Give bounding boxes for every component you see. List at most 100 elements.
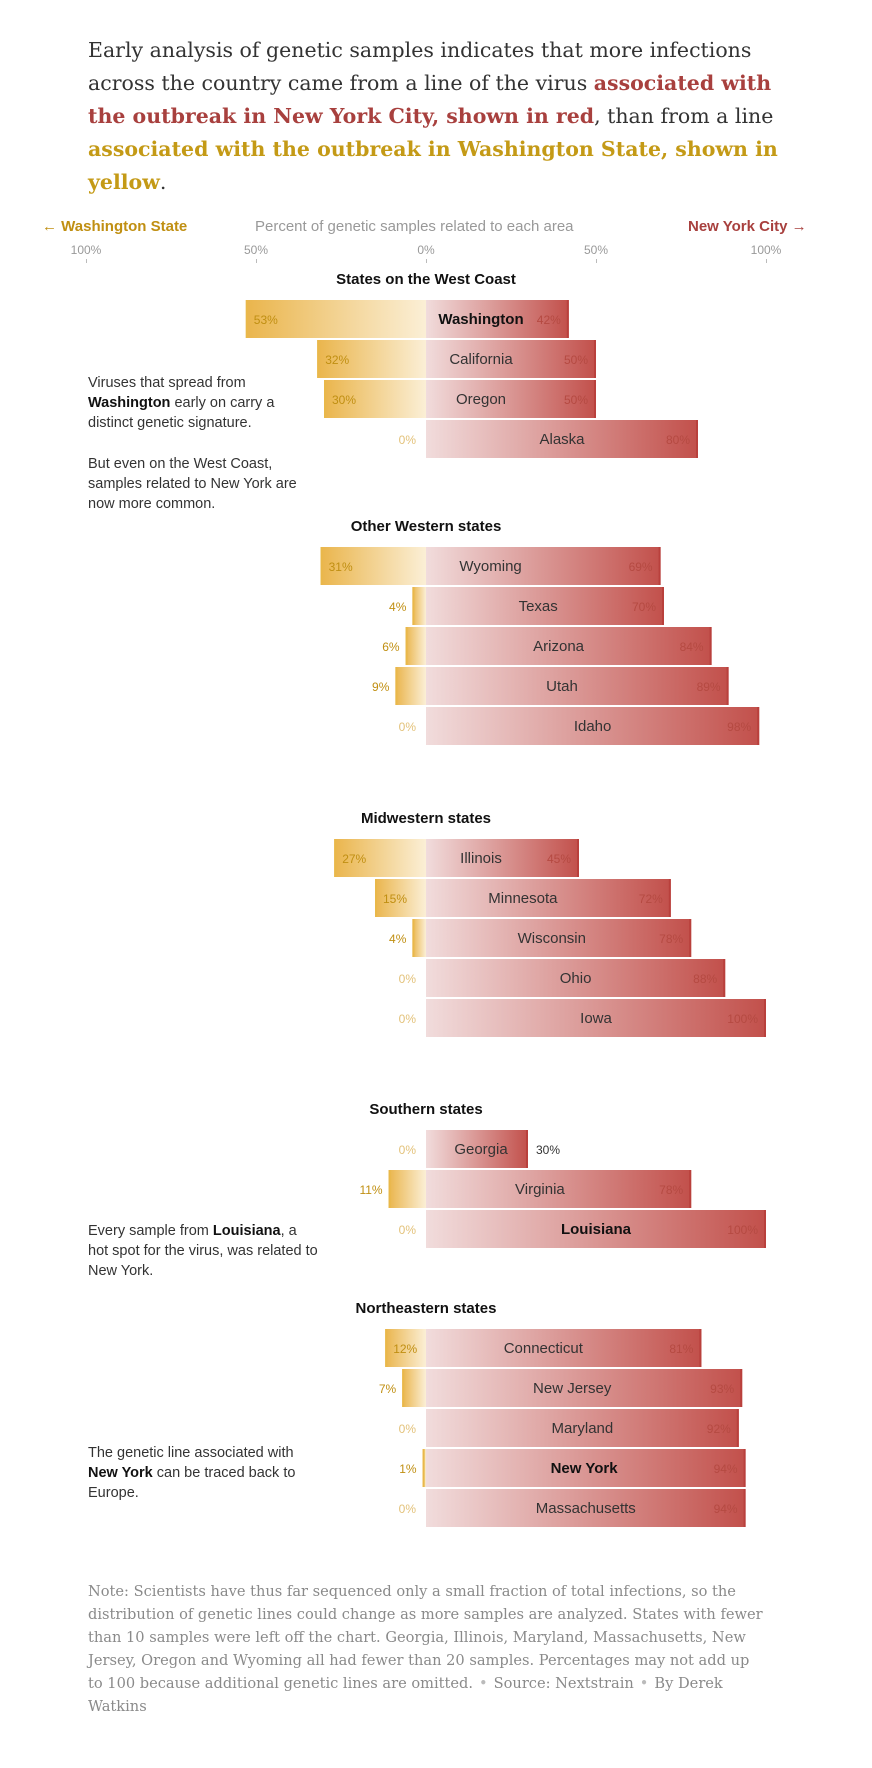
annotation-west-coast: But even on the West Coast, samples rela… [88,454,318,514]
new-york-value-label: 70% [632,600,656,614]
new-york-bar [426,300,569,338]
new-york-bar [426,879,671,917]
state-label: Iowa [580,1010,612,1027]
intro-ny-highlight: associated with the outbreak in New York… [88,71,772,128]
washington-bar-edge [395,667,398,705]
new-york-bar [426,707,760,745]
state-label: Minnesota [488,890,558,907]
new-york-value-label: 50% [564,393,588,407]
washington-bar [412,919,426,957]
new-york-value-label: 98% [727,720,751,734]
new-york-bar-edge [764,999,766,1037]
washington-value-label: 6% [382,640,400,654]
washington-bar [320,547,426,585]
washington-bar-edge [388,1170,391,1208]
state-label: Washington [438,311,523,328]
tick-label-right-50: 50% [583,243,609,257]
washington-value-label: 30% [332,393,356,407]
annotation-new-york: The genetic line associated with New Yor… [88,1443,318,1503]
state-label: Arizona [533,638,585,655]
new-york-value-label: 78% [659,932,683,946]
intro-wa-highlight: associated with the outbreak in Washingt… [88,137,778,194]
washington-bar-edge [375,879,377,917]
washington-bar [388,1170,426,1208]
tick-mark [766,259,767,263]
byline: By Derek Watkins [88,1675,723,1715]
washington-value-label: 11% [359,1183,382,1197]
state-label: Ohio [560,970,592,987]
washington-bar [324,380,426,418]
annotation-bold: Louisiana [212,1223,281,1239]
state-label: Idaho [574,718,612,735]
annotation-text: Viruses that spread from [88,375,246,391]
washington-value-label: 0% [399,433,417,447]
state-label: Alaska [539,431,585,448]
washington-bar [385,1329,426,1367]
washington-bar-edge [385,1329,388,1367]
new-york-bar [426,547,661,585]
annotation-washington: Viruses that spread from Washington earl… [88,373,318,433]
new-york-value-label: 94% [714,1462,738,1476]
new-york-bar [426,1369,743,1407]
new-york-bar-edge [658,547,661,585]
new-york-value-label: 50% [564,353,588,367]
new-york-bar [426,959,726,997]
washington-bar-edge [324,380,326,418]
intro-part2: , than from a line [594,104,774,128]
new-york-bar-edge [689,1170,692,1208]
axis-center-label: Percent of genetic samples related to ea… [255,218,574,235]
new-york-value-label: 93% [710,1382,734,1396]
annotation-louisiana: Every sample from Louisiana, a hot spot … [88,1221,318,1281]
washington-value-label: 4% [389,932,407,946]
washington-bar-edge [402,1369,405,1407]
washington-bar-edge [334,839,337,877]
washington-value-label: 0% [399,720,417,734]
washington-value-label: 27% [342,852,366,866]
new-york-bar [426,1329,702,1367]
state-label: Massachusetts [536,1500,636,1517]
intro-part1: Early analysis of genetic samples indica… [88,38,752,95]
washington-bar [245,300,426,338]
washington-bar [317,340,426,378]
state-label: Maryland [552,1420,614,1437]
new-york-bar-edge [736,1409,739,1447]
new-york-bar [426,919,692,957]
new-york-value-label: 69% [629,560,653,574]
washington-value-label: 0% [399,1012,417,1026]
intro-text: Early analysis of genetic samples indica… [88,34,808,199]
new-york-bar-edge [668,879,671,917]
washington-bar [395,667,426,705]
tick-label-zero: 0% [417,243,435,257]
new-york-bar [426,340,596,378]
note-text: Note: Scientists have thus far sequenced… [88,1583,763,1692]
washington-bar [402,1369,426,1407]
state-label: New York [551,1460,619,1477]
new-york-value-label: 94% [714,1502,738,1516]
intro-part3: . [159,170,167,194]
state-label: Texas [519,598,558,615]
tick-mark [426,259,427,263]
washington-value-label: 0% [399,1143,417,1157]
state-label: New Jersey [533,1380,612,1397]
washington-value-label: 32% [325,353,349,367]
washington-bar [412,587,426,625]
new-york-bar-edge [689,919,692,957]
new-york-bar [426,380,596,418]
new-york-value-label: 45% [547,852,571,866]
annotation-text: can be traced back to Europe. [88,1465,296,1501]
washington-value-label: 9% [372,680,390,694]
state-label: Oregon [456,391,506,408]
washington-bar-edge [412,919,415,957]
new-york-bar-edge [526,1130,528,1168]
new-york-value-label: 92% [707,1422,731,1436]
washington-bar-edge [405,627,408,665]
washington-value-label: 31% [329,560,353,574]
annotation-text: Every sample from [88,1223,213,1239]
new-york-bar [426,1130,528,1168]
new-york-value-label: 42% [537,313,561,327]
new-york-value-label: 78% [659,1183,683,1197]
tick-mark [256,259,257,263]
new-york-bar-edge [757,707,760,745]
washington-value-label: 7% [379,1382,397,1396]
annotation-text: The genetic line associated with [88,1445,294,1461]
